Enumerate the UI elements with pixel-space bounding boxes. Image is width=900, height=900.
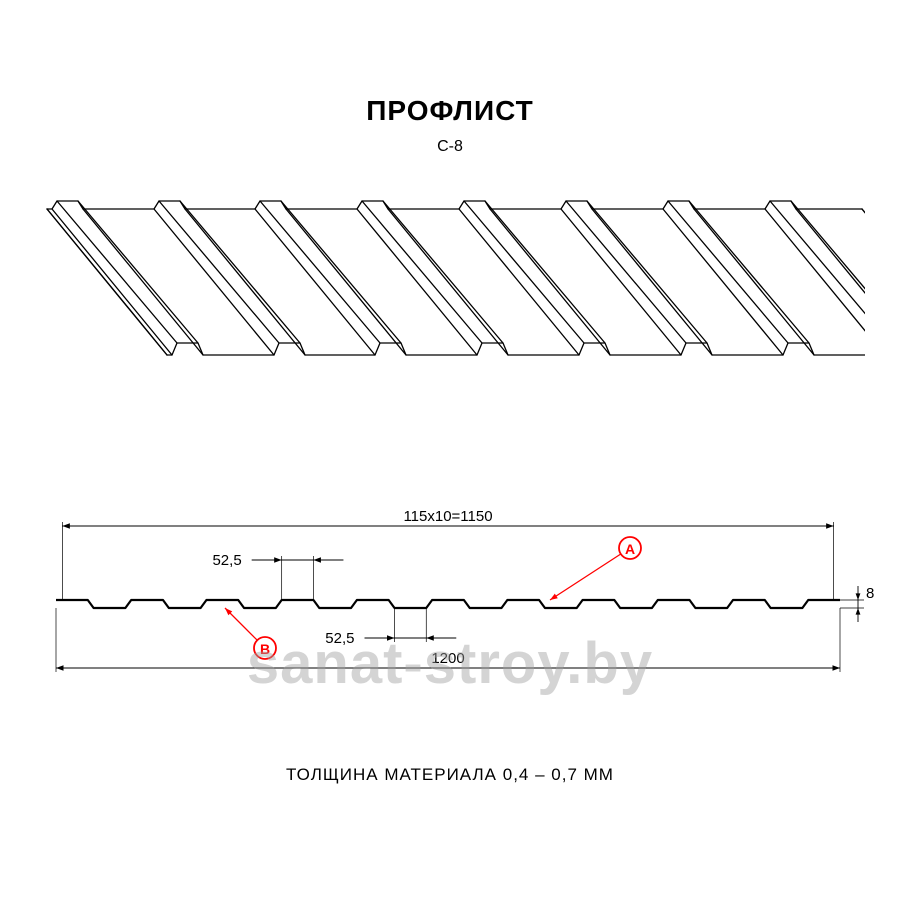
title: ПРОФЛИСТ [0,95,900,127]
svg-text:B: B [260,641,270,657]
svg-text:52,5: 52,5 [325,630,354,647]
svg-text:1200: 1200 [431,650,464,667]
diagram-container: ПРОФЛИСТ С-8 115х10=115052,552,512008AB … [0,0,900,900]
svg-text:115х10=1150: 115х10=1150 [403,508,492,525]
svg-text:8: 8 [866,585,874,602]
cross-section: 115х10=1150 52,5 52,5 1200 8 A B [30,500,880,690]
thickness-note: ТОЛЩИНА МАТЕРИАЛА 0,4 – 0,7 ММ [0,765,900,785]
subtitle: С-8 [0,138,900,156]
svg-text:52,5: 52,5 [212,552,241,569]
svg-text:A: A [625,541,635,557]
isometric-view [35,195,865,395]
